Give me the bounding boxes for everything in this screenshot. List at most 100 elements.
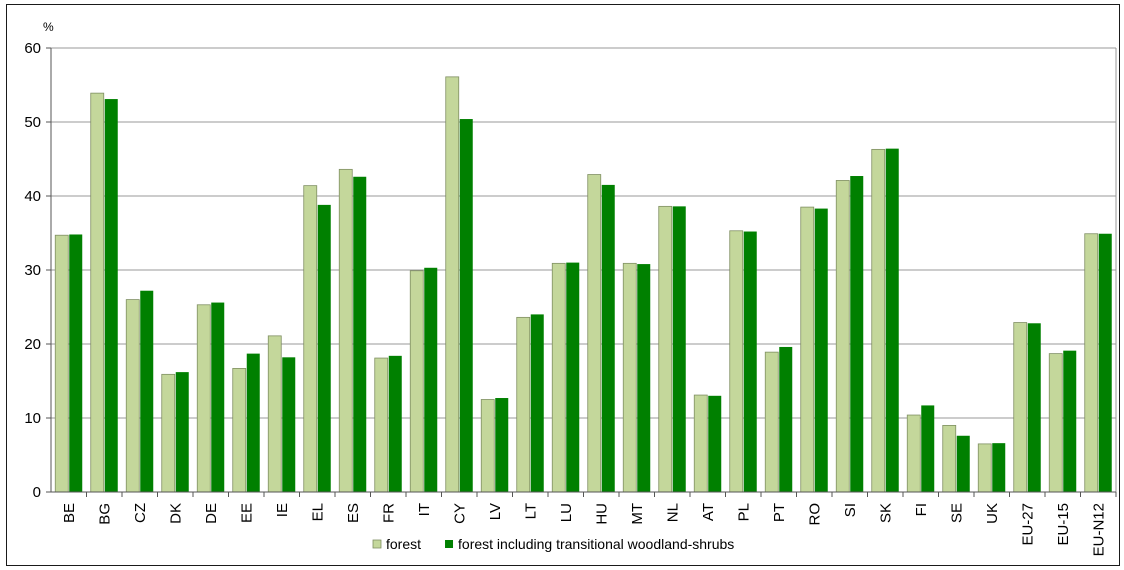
y-tick-label: 40	[24, 188, 41, 205]
legend: forest forest including transitional wood…	[372, 536, 734, 552]
bar-forest-el	[303, 185, 318, 493]
x-tick-label: IE	[274, 503, 291, 517]
x-tick-label: SE	[948, 503, 965, 523]
gridlines	[51, 47, 1117, 493]
bar-forest-lt	[516, 316, 531, 493]
x-tick-label: AT	[700, 503, 717, 521]
x-tick-label: LV	[487, 503, 504, 520]
bar-forest-incl-shrubs-fi	[921, 405, 935, 492]
x-tick-label: SI	[842, 503, 859, 517]
bar-forest-be	[54, 234, 69, 493]
x-tick-label: NL	[664, 503, 681, 522]
bar-forest-incl-shrubs-es	[353, 176, 367, 492]
bar-forest-fr	[374, 357, 389, 493]
x-tick-label: CZ	[132, 503, 149, 523]
bar-chart: 0 10 20 30 40 50 60 BE BG CZ DK DE EE IE EL ES FR IT CY LV…	[24, 20, 1117, 556]
bar-forest-cy	[445, 76, 460, 493]
x-tick-label: BE	[61, 503, 78, 523]
bar-forest-incl-shrubs-lu	[566, 262, 580, 492]
x-tick-label: DE	[203, 503, 220, 524]
x-tick-label: EL	[309, 503, 326, 521]
bar-forest-incl-shrubs-se	[956, 435, 970, 492]
legend-label-forest-incl-shrubs: forest including transitional woodland-s…	[458, 536, 734, 552]
bar-forest-incl-shrubs-pt	[779, 346, 793, 492]
bar-forest-eu-n12	[1084, 233, 1099, 493]
bar-forest-incl-shrubs-ee	[246, 353, 260, 492]
bar-forest-incl-shrubs-dk	[175, 372, 189, 492]
bar-forest-ee	[232, 368, 247, 493]
bar-forest-incl-shrubs-ie	[282, 357, 296, 492]
bar-forest-ro	[800, 206, 815, 493]
y-tick-label: 50	[24, 114, 41, 131]
x-tick-label: LT	[522, 503, 539, 519]
x-tick-label: ES	[345, 503, 362, 523]
unit-label: %	[43, 20, 54, 34]
x-tick-label: BG	[96, 503, 113, 525]
bar-forest-de	[196, 304, 211, 493]
bar-forest-it	[409, 270, 424, 493]
bar-forest-hu	[587, 174, 602, 493]
bar-forest-incl-shrubs-lv	[495, 398, 509, 492]
bar-forest-incl-shrubs-mt	[637, 264, 651, 492]
bar-forest-sk	[871, 148, 886, 493]
bar-forest-pt	[764, 351, 779, 493]
bar-forest-incl-shrubs-eu-15	[1063, 350, 1077, 492]
bar-forest-incl-shrubs-si	[850, 176, 864, 492]
bar-forest-incl-shrubs-cz	[140, 290, 154, 492]
legend-swatch-forest	[372, 539, 382, 549]
bar-forest-nl	[658, 205, 673, 493]
bars	[54, 76, 1112, 493]
bar-forest-si	[835, 180, 850, 493]
x-tick-label: MT	[629, 503, 646, 525]
bar-forest-lu	[551, 262, 566, 493]
bar-forest-pl	[729, 230, 744, 493]
bar-forest-uk	[977, 443, 992, 493]
y-tick-label: 0	[33, 484, 41, 501]
bar-forest-incl-shrubs-it	[424, 267, 438, 492]
x-tick-label: UK	[984, 503, 1001, 524]
y-tick-label: 30	[24, 262, 41, 279]
bar-forest-incl-shrubs-at	[708, 395, 722, 492]
bar-forest-incl-shrubs-cy	[459, 119, 473, 492]
x-tick-label: DK	[167, 503, 184, 524]
x-tick-label: EU-15	[1055, 503, 1072, 546]
x-tick-label: FI	[913, 503, 930, 516]
bar-forest-bg	[90, 92, 105, 493]
x-tick-label: EU-N12	[1090, 503, 1107, 556]
bar-forest-incl-shrubs-eu-27	[1027, 323, 1041, 492]
bar-forest-incl-shrubs-nl	[672, 206, 686, 493]
bar-forest-es	[338, 168, 353, 493]
x-tick-label: HU	[593, 503, 610, 525]
bar-forest-cz	[125, 299, 140, 493]
legend-swatch-forest-incl-shrubs	[445, 540, 454, 548]
x-tick-label: CY	[451, 503, 468, 524]
bar-forest-incl-shrubs-ro	[814, 208, 828, 492]
y-tick-label: 20	[24, 336, 41, 353]
y-axis: 0 10 20 30 40 50 60	[24, 40, 52, 501]
bar-forest-incl-shrubs-sk	[885, 148, 899, 492]
x-tick-label: EU-27	[1019, 503, 1036, 546]
bar-forest-incl-shrubs-bg	[104, 99, 118, 492]
bar-forest-incl-shrubs-lt	[530, 314, 544, 492]
legend-label-forest: forest	[386, 536, 421, 552]
x-tick-label: SK	[877, 503, 894, 523]
y-tick-label: 10	[24, 410, 41, 427]
bar-forest-incl-shrubs-fr	[388, 355, 402, 492]
x-tick-label: PT	[771, 503, 788, 522]
bar-forest-incl-shrubs-pl	[743, 231, 757, 492]
bar-forest-incl-shrubs-uk	[992, 443, 1006, 492]
y-tick-label: 60	[24, 40, 41, 57]
bar-forest-incl-shrubs-hu	[601, 184, 615, 492]
chart-frame: 0 10 20 30 40 50 60 BE BG CZ DK DE EE IE EL ES FR IT CY LV…	[6, 4, 1120, 566]
bar-forest-lv	[480, 399, 495, 493]
x-tick-label: IT	[416, 503, 433, 516]
bar-forest-eu-27	[1013, 322, 1028, 493]
x-tick-label: RO	[806, 503, 823, 526]
bar-forest-dk	[161, 373, 176, 493]
bar-forest-incl-shrubs-el	[317, 204, 331, 492]
x-tick-label: FR	[380, 503, 397, 523]
x-tick-label: LU	[558, 503, 575, 522]
bar-forest-incl-shrubs-eu-n12	[1098, 233, 1112, 493]
bar-forest-incl-shrubs-be	[69, 234, 83, 493]
bar-forest-incl-shrubs-de	[211, 302, 225, 492]
